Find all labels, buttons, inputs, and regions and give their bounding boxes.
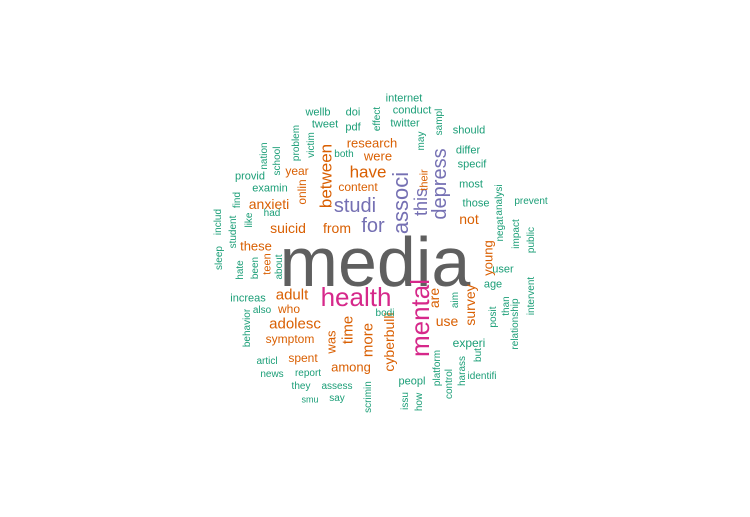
word-platform: platform: [432, 349, 443, 387]
word-behavior: behavior: [242, 308, 253, 348]
word-negat: negat: [495, 216, 506, 242]
word-their: their: [418, 169, 431, 191]
word-depress: depress: [429, 148, 451, 220]
word-posit: posit: [488, 306, 499, 328]
word-cyberbulli: cyberbulli: [381, 312, 397, 372]
word-intervent: intervent: [526, 276, 537, 316]
word-anxieti: anxieti: [248, 196, 290, 212]
word-relationship: relationship: [510, 298, 521, 350]
word-have: have: [349, 162, 387, 182]
word-includ: includ: [213, 208, 224, 236]
word-public: public: [526, 226, 537, 254]
word-suicid: suicid: [270, 220, 306, 236]
word-for: for: [361, 215, 385, 237]
word-should: should: [452, 124, 486, 137]
word-find: find: [232, 191, 243, 209]
word-issu: issu: [400, 392, 411, 410]
word-student: student: [228, 215, 239, 249]
word-adolesc: adolesc: [269, 315, 321, 333]
word-survey: survey: [462, 284, 478, 326]
word-are: are: [426, 287, 442, 309]
word-user: user: [492, 263, 514, 276]
word-twitter: twitter: [390, 117, 420, 130]
word-adult: adult: [275, 286, 309, 304]
word-control: control: [444, 368, 455, 400]
word-media: media: [279, 223, 471, 301]
word-internet: internet: [385, 92, 423, 105]
word-victim: victim: [306, 132, 317, 158]
word-but: but: [473, 348, 484, 362]
word-prevent: prevent: [514, 196, 548, 207]
word-was: was: [323, 330, 339, 354]
word-time: time: [339, 315, 357, 345]
word-research: research: [346, 135, 398, 151]
word-conduct: conduct: [392, 104, 432, 117]
word-news: news: [260, 369, 284, 380]
word-symptom: symptom: [265, 332, 315, 346]
word-impact: impact: [511, 219, 522, 249]
word-nation: nation: [259, 142, 270, 170]
word-spent: spent: [288, 351, 318, 365]
word-bodi: bodi: [375, 308, 395, 319]
word-harass: harass: [457, 355, 468, 387]
word-assess: assess: [321, 381, 353, 392]
word-both: both: [334, 149, 354, 160]
word-wellb: wellb: [305, 106, 331, 119]
word-scrimin: scrimin: [363, 381, 374, 413]
word-studi: studi: [333, 195, 377, 217]
word-among: among: [331, 359, 371, 375]
word-were: were: [363, 148, 393, 164]
word-been: been: [250, 256, 261, 280]
word-pdf: pdf: [345, 121, 361, 134]
word-peopl: peopl: [398, 375, 426, 388]
word-analysi: analysi: [494, 184, 505, 216]
word-say: say: [329, 393, 345, 404]
word-examin: examin: [252, 182, 288, 195]
word-differ: differ: [455, 144, 481, 157]
word-content: content: [338, 180, 378, 194]
word-increas: increas: [230, 292, 266, 305]
word-sleep: sleep: [214, 246, 225, 270]
word-use: use: [435, 313, 459, 329]
word-age: age: [483, 278, 503, 291]
word-most: most: [459, 178, 483, 191]
word-onlin: onlin: [295, 179, 309, 205]
word-aim: aim: [450, 291, 461, 309]
word-smu: smu: [301, 394, 319, 405]
word-specif: specif: [457, 158, 487, 171]
word-effect: effect: [372, 106, 383, 132]
word-hate: hate: [235, 260, 246, 280]
word-had: had: [263, 208, 281, 219]
word-from: from: [323, 220, 351, 236]
word-provid: provid: [235, 170, 265, 183]
word-they: they: [291, 381, 311, 392]
word-associ: associ: [388, 171, 413, 235]
word-those: those: [462, 197, 490, 210]
word-more: more: [359, 322, 377, 358]
word-sampl: sampl: [434, 108, 445, 136]
word-health: health: [320, 282, 392, 312]
word-doi: doi: [345, 106, 361, 119]
word-may: may: [416, 131, 427, 151]
word-identifi: identifi: [467, 371, 497, 382]
word-this: this: [411, 187, 431, 217]
word-these: these: [240, 238, 272, 254]
word-school: school: [272, 146, 283, 176]
word-tweet: tweet: [311, 118, 339, 131]
word-report: report: [294, 368, 322, 379]
word-between: between: [316, 143, 336, 209]
word-year: year: [285, 164, 309, 178]
word-teen: teen: [261, 253, 274, 275]
word-not: not: [459, 211, 479, 227]
word-experi: experi: [452, 336, 486, 350]
word-about: about: [274, 254, 285, 280]
word-how: how: [414, 392, 425, 412]
word-articl: articl: [256, 356, 278, 367]
word-like: like: [244, 212, 255, 228]
word-problem: problem: [291, 124, 302, 162]
word-also: also: [252, 305, 272, 316]
word-who: who: [277, 302, 301, 316]
